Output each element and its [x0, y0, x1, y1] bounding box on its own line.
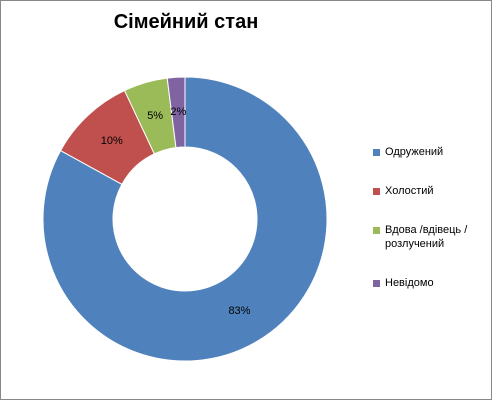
data-label: 83% — [228, 305, 250, 317]
legend-swatch — [373, 188, 380, 195]
chart-title: Сімейний стан — [113, 11, 259, 33]
legend-label: Невідомо — [385, 277, 434, 289]
donut-slice — [166, 76, 186, 149]
data-label: 10% — [101, 135, 123, 147]
legend-item: Одружений — [373, 145, 488, 159]
legend-item: Вдова /вдівець / розлучений — [373, 223, 488, 251]
legend-swatch — [373, 280, 380, 287]
legend-label: Вдова /вдівець / розлучений — [385, 224, 468, 250]
legend-item: Невідомо — [373, 276, 488, 290]
legend: Одружений Холостий Вдова /вдівець / розлуч… — [373, 145, 488, 315]
donut-slice — [42, 76, 328, 362]
data-label: 5% — [147, 110, 163, 122]
legend-item: Холостий — [373, 184, 488, 198]
data-label: 2% — [170, 106, 186, 118]
legend-swatch — [373, 149, 380, 156]
legend-swatch — [373, 227, 380, 234]
legend-label: Одружений — [385, 146, 444, 158]
legend-label: Холостий — [385, 185, 434, 197]
